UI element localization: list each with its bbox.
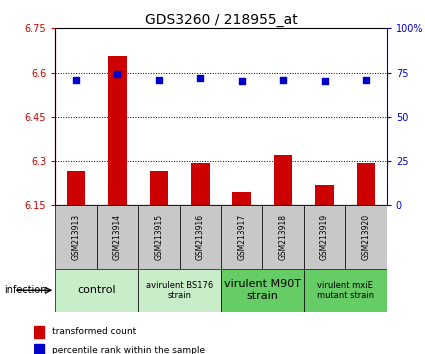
Bar xyxy=(179,205,221,269)
Text: GSM213920: GSM213920 xyxy=(362,214,371,260)
Bar xyxy=(67,171,85,205)
Bar xyxy=(108,56,127,205)
Point xyxy=(321,79,328,84)
Text: GSM213916: GSM213916 xyxy=(196,214,205,260)
Text: transformed count: transformed count xyxy=(52,327,136,336)
Bar xyxy=(357,162,375,205)
Bar xyxy=(262,205,304,269)
Bar xyxy=(304,269,387,312)
Bar xyxy=(138,269,221,312)
Point xyxy=(363,77,369,82)
Bar xyxy=(191,162,210,205)
Bar xyxy=(345,205,387,269)
Bar xyxy=(221,269,304,312)
Point xyxy=(73,77,79,82)
Point xyxy=(197,75,204,81)
Bar xyxy=(150,171,168,205)
Bar xyxy=(55,205,96,269)
Bar xyxy=(274,155,292,205)
Text: virulent mxiE
mutant strain: virulent mxiE mutant strain xyxy=(317,281,374,300)
Text: GSM213918: GSM213918 xyxy=(279,214,288,260)
Title: GDS3260 / 218955_at: GDS3260 / 218955_at xyxy=(144,13,298,27)
Text: GSM213914: GSM213914 xyxy=(113,214,122,260)
Point xyxy=(238,79,245,84)
Text: percentile rank within the sample: percentile rank within the sample xyxy=(52,346,205,354)
Bar xyxy=(232,192,251,205)
Bar xyxy=(34,344,44,354)
Text: GSM213915: GSM213915 xyxy=(154,214,163,260)
Text: GSM213919: GSM213919 xyxy=(320,214,329,260)
Bar xyxy=(315,185,334,205)
Bar xyxy=(138,205,179,269)
Bar xyxy=(55,269,138,312)
Bar xyxy=(96,205,138,269)
Point xyxy=(156,77,162,82)
Text: GSM213913: GSM213913 xyxy=(71,214,80,260)
Text: GSM213917: GSM213917 xyxy=(237,214,246,260)
Point xyxy=(280,77,286,82)
Text: infection: infection xyxy=(4,285,47,295)
Text: virulent M90T
strain: virulent M90T strain xyxy=(224,279,301,301)
Text: avirulent BS176
strain: avirulent BS176 strain xyxy=(146,281,213,300)
Bar xyxy=(34,326,44,338)
Bar xyxy=(221,205,262,269)
Text: control: control xyxy=(77,285,116,295)
Bar xyxy=(304,205,345,269)
Point xyxy=(114,72,121,77)
